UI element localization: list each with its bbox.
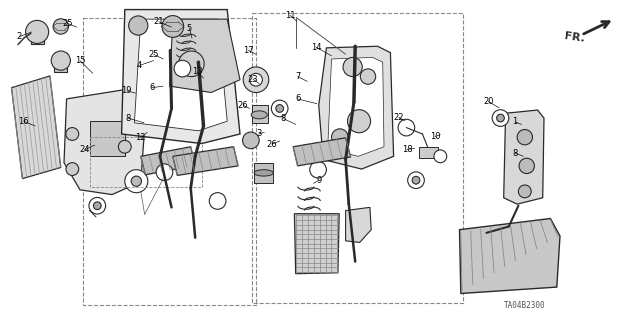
Circle shape (129, 16, 148, 35)
Circle shape (348, 110, 371, 133)
Polygon shape (319, 46, 394, 169)
Text: 13: 13 (192, 67, 202, 76)
Text: 26: 26 (267, 140, 277, 149)
Text: 18: 18 (402, 145, 412, 154)
Circle shape (51, 51, 70, 70)
Text: 11: 11 (285, 11, 295, 20)
Circle shape (492, 110, 509, 126)
Circle shape (162, 16, 184, 37)
Text: 10: 10 (430, 132, 440, 141)
Text: 12: 12 (136, 133, 146, 142)
Text: TA04B2300: TA04B2300 (504, 301, 546, 310)
Circle shape (93, 202, 101, 210)
Circle shape (179, 51, 204, 77)
Circle shape (518, 185, 531, 198)
Bar (252, 105, 268, 123)
Circle shape (497, 114, 504, 122)
Bar (31, 23, 44, 44)
Text: 22: 22 (394, 113, 404, 122)
Bar (90, 137, 202, 187)
Circle shape (118, 140, 131, 153)
Text: 7: 7 (295, 72, 300, 81)
Polygon shape (170, 19, 240, 93)
Circle shape (209, 193, 226, 209)
Text: 2: 2 (17, 32, 22, 41)
Polygon shape (328, 57, 384, 156)
Polygon shape (173, 147, 238, 175)
Polygon shape (460, 219, 560, 293)
Polygon shape (122, 10, 240, 144)
Text: 8: 8 (125, 114, 131, 122)
Bar (90, 121, 125, 156)
Text: 6: 6 (149, 83, 154, 92)
Polygon shape (12, 76, 61, 179)
Circle shape (412, 176, 420, 184)
Circle shape (276, 105, 284, 112)
Text: 5: 5 (187, 24, 192, 33)
Ellipse shape (252, 111, 268, 119)
Circle shape (360, 69, 376, 84)
Circle shape (174, 60, 191, 77)
Text: 8: 8 (513, 149, 518, 158)
Polygon shape (504, 110, 544, 204)
Text: 9: 9 (316, 176, 321, 185)
Circle shape (434, 150, 447, 163)
Circle shape (398, 119, 415, 136)
Circle shape (125, 170, 148, 193)
Bar (419, 147, 438, 158)
Circle shape (408, 172, 424, 189)
Circle shape (156, 164, 173, 181)
Polygon shape (346, 207, 371, 242)
Circle shape (66, 128, 79, 140)
Polygon shape (64, 89, 144, 195)
Text: 25: 25 (62, 19, 72, 28)
Circle shape (250, 73, 262, 86)
Circle shape (53, 19, 68, 34)
Circle shape (310, 161, 326, 178)
Bar (83, 18, 256, 305)
Circle shape (332, 129, 348, 145)
Circle shape (131, 176, 141, 186)
Polygon shape (294, 214, 339, 274)
Bar (254, 163, 273, 183)
Circle shape (343, 57, 362, 77)
Text: 20: 20 (483, 97, 493, 106)
Circle shape (519, 158, 534, 174)
Text: 26: 26 (238, 101, 248, 110)
Text: 14: 14 (311, 43, 321, 52)
Text: 23: 23 (248, 75, 258, 84)
Text: 1: 1 (513, 117, 518, 126)
Text: 21: 21 (154, 17, 164, 26)
Circle shape (66, 163, 79, 175)
Text: 8: 8 (281, 114, 286, 123)
Text: 15: 15 (75, 56, 85, 65)
Circle shape (243, 67, 269, 93)
Ellipse shape (254, 170, 273, 176)
Text: 25: 25 (148, 50, 159, 59)
Circle shape (89, 197, 106, 214)
Polygon shape (141, 147, 195, 175)
Bar (54, 53, 67, 72)
Text: 16: 16 (19, 117, 29, 126)
Circle shape (243, 132, 259, 149)
Text: 3: 3 (256, 130, 261, 138)
Bar (252, 13, 463, 303)
Text: 4: 4 (137, 61, 142, 70)
Polygon shape (134, 19, 227, 131)
Circle shape (517, 130, 532, 145)
Text: 6: 6 (295, 94, 300, 103)
Circle shape (26, 20, 49, 43)
Text: 24: 24 (79, 145, 90, 154)
Polygon shape (293, 138, 351, 166)
Circle shape (271, 100, 288, 117)
Text: FR.: FR. (564, 31, 586, 44)
Text: 19: 19 (122, 86, 132, 95)
Text: 17: 17 (243, 46, 253, 55)
